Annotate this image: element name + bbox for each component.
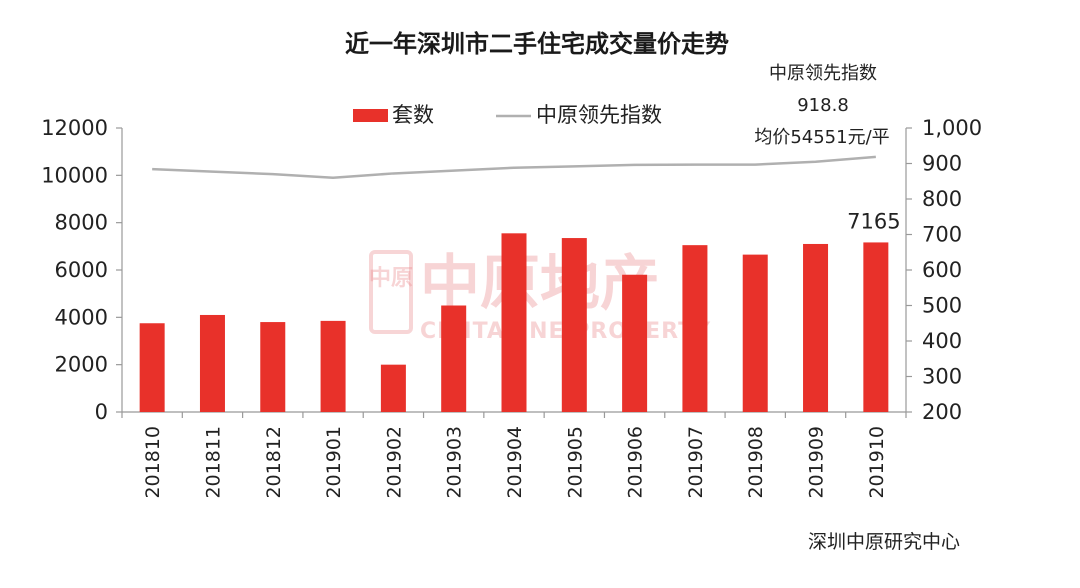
- y-right-tick-label: 800: [922, 187, 962, 211]
- index-line: [152, 155, 876, 179]
- watermark: 中原 中原地产 CENTALINE PROPERTY: [369, 249, 710, 344]
- annotation-line-2: 918.8: [797, 95, 849, 116]
- data-labels: 7165: [847, 209, 900, 233]
- y-right-tick-label: 900: [922, 152, 962, 176]
- y-right-tick-label: 500: [922, 294, 962, 318]
- y-left-tick-label: 6000: [55, 258, 108, 282]
- bar-201811: [199, 314, 225, 412]
- legend: 套数 中原领先指数: [353, 103, 662, 127]
- x-tick-label: 201903: [444, 426, 466, 499]
- legend-label-bar: 套数: [392, 103, 434, 127]
- x-tick-label: 201905: [564, 426, 586, 499]
- x-tick-label: 201908: [745, 426, 767, 499]
- bar-201910: [863, 242, 889, 412]
- y-left-tick-label: 10000: [41, 163, 108, 187]
- bar-201902: [380, 364, 406, 412]
- y-right-tick-label: 300: [922, 365, 962, 389]
- x-tick-label: 201907: [685, 426, 707, 499]
- x-tick-label: 201904: [504, 426, 526, 499]
- y-left-tick-label: 0: [95, 400, 108, 424]
- x-tick-label: 201902: [383, 426, 405, 499]
- chart-title: 近一年深圳市二手住宅成交量价走势: [345, 30, 729, 58]
- x-tick-label: 201909: [806, 426, 828, 499]
- y-left-tick-label: 4000: [55, 305, 108, 329]
- bars: [139, 233, 889, 412]
- bar-201903: [441, 305, 467, 412]
- bar-201810: [139, 323, 165, 412]
- x-tick-label: 201812: [263, 426, 285, 499]
- y-left-tick-label: 8000: [55, 211, 108, 235]
- y-right-tick-label: 700: [922, 223, 962, 247]
- y-left-tick-label: 2000: [55, 353, 108, 377]
- watermark-logo: 中原: [369, 250, 413, 334]
- bar-201901: [320, 320, 346, 412]
- legend-swatch-bar: [353, 109, 388, 122]
- x-tick-label: 201901: [323, 426, 345, 499]
- bar-201906: [622, 274, 648, 412]
- bar-201908: [742, 254, 768, 412]
- axes: 0 2000 4000 6000 8000 10000 12000 200 300 400 500 6…: [41, 116, 982, 499]
- legend-label-line: 中原领先指数: [536, 103, 662, 127]
- y-right-tick-label: 400: [922, 329, 962, 353]
- x-tick-label: 201810: [142, 426, 164, 499]
- annotation-line-1: 中原领先指数: [769, 63, 877, 84]
- y-right-tick-label: 200: [922, 400, 962, 424]
- bar-201904: [501, 233, 527, 412]
- x-tick-label: 201811: [202, 426, 224, 499]
- bar-201812: [260, 322, 286, 412]
- bar-201909: [803, 243, 829, 412]
- x-tick-label: 201910: [866, 426, 888, 499]
- svg-text:中原: 中原: [369, 266, 413, 291]
- source-note: 深圳中原研究中心: [808, 531, 960, 553]
- data-label-201910: 7165: [847, 209, 900, 233]
- y-left-tick-label: 12000: [41, 116, 108, 140]
- y-right-tick-label: 1,000: [922, 116, 982, 140]
- annotation-line-3: 均价54551元/平: [754, 127, 889, 148]
- y-right-tick-label: 600: [922, 258, 962, 282]
- bar-201907: [682, 245, 708, 412]
- bar-201905: [561, 238, 587, 412]
- index-line-layer: [152, 155, 876, 179]
- annotation: 中原领先指数 918.8 均价54551元/平: [754, 63, 889, 148]
- x-tick-label: 201906: [625, 426, 647, 499]
